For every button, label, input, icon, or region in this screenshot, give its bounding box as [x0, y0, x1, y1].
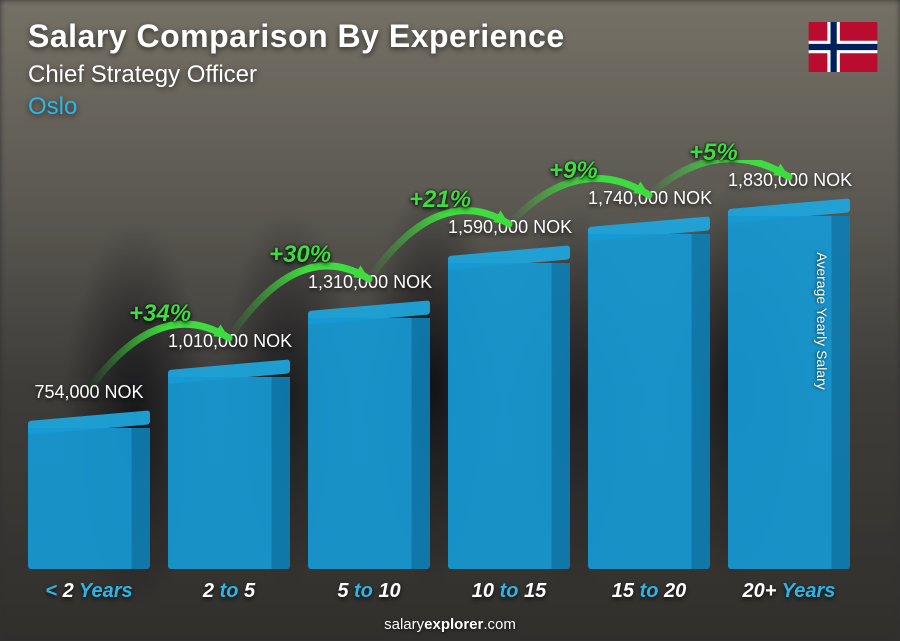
city-label: Oslo — [28, 93, 800, 121]
footer-bold: explorer — [424, 616, 483, 633]
bar-group: 1,830,000 NOK — [728, 209, 850, 569]
bar-group: 1,590,000 NOK — [448, 256, 570, 569]
pct-label: +9% — [549, 157, 598, 185]
bar-value-label: 1,010,000 NOK — [168, 331, 290, 352]
pct-label: +21% — [409, 186, 471, 214]
pct-label: +34% — [129, 300, 191, 328]
bar-group: 1,310,000 NOK — [308, 311, 430, 569]
bar-value-label: 1,590,000 NOK — [448, 217, 570, 238]
bar-value-label: 754,000 NOK — [28, 382, 150, 403]
pct-label: +5% — [689, 139, 738, 167]
bar-group: 1,740,000 NOK — [588, 227, 710, 569]
bar — [168, 370, 290, 569]
bar — [308, 311, 430, 569]
bar — [448, 256, 570, 569]
x-axis-labels: < 2 Years 2 to 5 5 to 10 10 to 15 15 to 20 20… — [28, 580, 850, 603]
page-title: Salary Comparison By Experience — [28, 18, 800, 55]
bar-group: 1,010,000 NOK — [168, 370, 290, 569]
footer-post: .com — [483, 616, 516, 633]
header: Salary Comparison By Experience Chief St… — [28, 18, 800, 121]
chart-area: 754,000 NOK1,010,000 NOK1,310,000 NOK1,5… — [28, 160, 850, 569]
infographic-container: Salary Comparison By Experience Chief St… — [0, 0, 900, 641]
norway-flag-icon — [808, 22, 878, 72]
bar — [588, 227, 710, 569]
x-axis-label: < 2 Years — [28, 580, 150, 603]
x-axis-label: 15 to 20 — [588, 580, 710, 603]
x-axis-label: 5 to 10 — [308, 580, 430, 603]
footer-pre: salary — [384, 616, 424, 633]
job-title: Chief Strategy Officer — [28, 61, 800, 89]
bar-value-label: 1,310,000 NOK — [308, 272, 430, 293]
bar — [28, 421, 150, 569]
pct-label: +30% — [269, 241, 331, 269]
footer-attribution: salaryexplorer.com — [0, 616, 900, 633]
x-axis-label: 20+ Years — [728, 580, 850, 603]
bar-container: 754,000 NOK1,010,000 NOK1,310,000 NOK1,5… — [28, 160, 850, 569]
bar-group: 754,000 NOK — [28, 421, 150, 569]
bar — [728, 209, 850, 569]
bar-value-label: 1,740,000 NOK — [588, 188, 710, 209]
x-axis-label: 2 to 5 — [168, 580, 290, 603]
x-axis-label: 10 to 15 — [448, 580, 570, 603]
y-axis-label: Average Yearly Salary — [813, 252, 829, 390]
bar-value-label: 1,830,000 NOK — [728, 170, 850, 191]
